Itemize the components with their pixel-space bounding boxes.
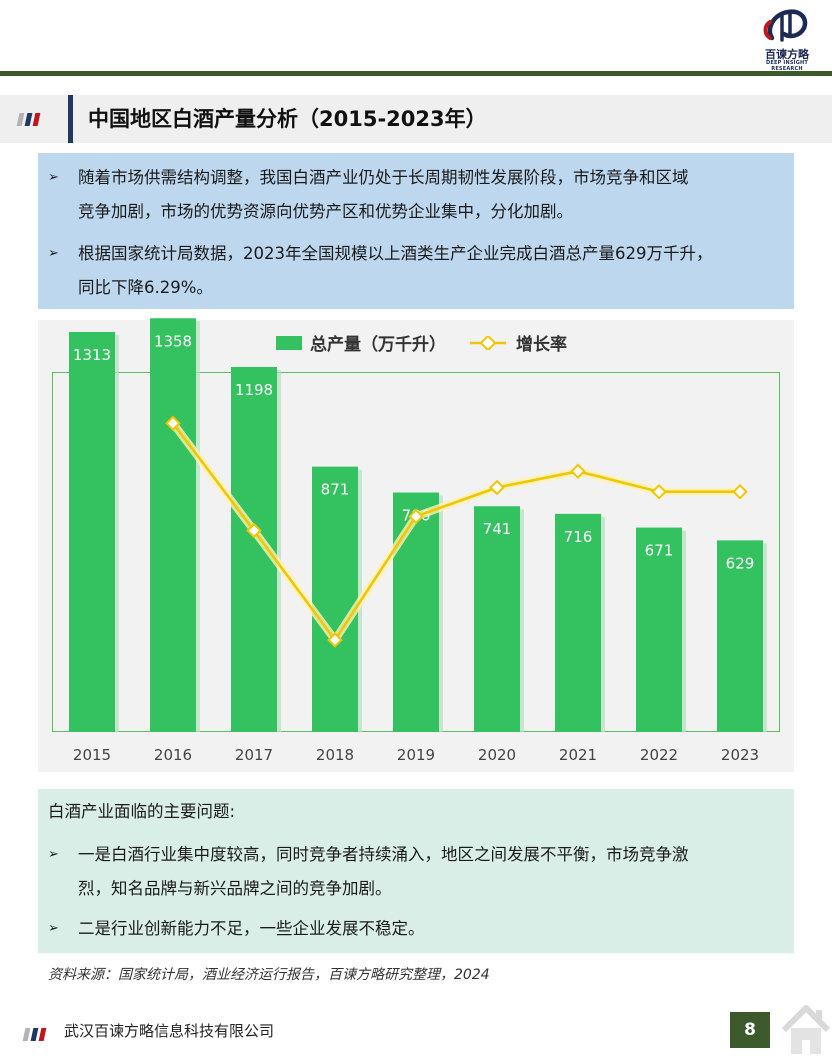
growth-point-2021 [570, 463, 586, 480]
growth-point-2017 [246, 522, 262, 539]
bar-2020 [474, 506, 520, 732]
page-title: 中国地区白酒产量分析（2015-2023年） [88, 107, 487, 131]
x-tick-2018: 2018 [316, 746, 354, 764]
x-tick-2021: 2021 [559, 746, 597, 764]
issues-heading: 白酒产业面临的主要问题: [48, 802, 236, 821]
legend-line-swatch [470, 335, 506, 350]
bar-label-2016: 1358 [154, 332, 192, 350]
summary-bullet-2-line1: 根据国家统计局数据，2023年全国规模以上酒类生产企业完成白酒总产量629万千升… [78, 244, 713, 263]
issues-bullet-2-line1: 二是行业创新能力不足，一些企业发展不稳定。 [78, 919, 425, 938]
growth-rate-line [171, 422, 740, 642]
bar-2021 [555, 513, 601, 732]
x-tick-2019: 2019 [397, 746, 435, 764]
title-banner [0, 95, 832, 143]
title-accent-bar [68, 95, 73, 143]
summary-bullet-2: ➢ 根据国家统计局数据，2023年全国规模以上酒类生产企业完成白酒总产量629万… [48, 237, 794, 305]
bar-label-2022: 671 [645, 542, 674, 560]
footer-tricolor-flag-icon [22, 1028, 47, 1041]
issues-bullet-1-line2: 烈，知名品牌与新兴品牌之间的竞争加剧。 [78, 879, 392, 898]
summary-bullet-1-line1: 随着市场供需结构调整，我国白酒产业仍处于长周期韧性发展阶段，市场竞争和区域 [78, 168, 689, 187]
brand-tagline: DEEP INSIGHT RESEARCH [766, 60, 808, 72]
summary-bullet-2-line2: 同比下降6.29%。 [78, 278, 213, 297]
arrow-bullet-icon: ➢ [48, 847, 59, 862]
x-tick-2020: 2020 [478, 746, 516, 764]
x-tick-2016: 2016 [154, 746, 192, 764]
legend-line-label: 增长率 [516, 335, 567, 355]
growth-point-2023 [732, 483, 748, 500]
growth-point-2022 [651, 483, 667, 500]
summary-bullet-1-line2: 竞争加剧，市场的优势资源向优势产区和优势企业集中，分化加剧。 [78, 202, 573, 221]
x-tick-2022: 2022 [640, 746, 678, 764]
growth-point-2018 [327, 632, 343, 648]
issues-panel [38, 789, 794, 953]
bar-label-2015: 1313 [73, 346, 111, 364]
growth-point-2020 [489, 479, 505, 496]
issues-bullet-1: ➢ 一是白酒行业集中度较高，同时竞争者持续涌入，地区之间发展不平衡，市场竞争激 … [48, 838, 794, 906]
bar-2019 [393, 492, 439, 732]
home-icon[interactable] [780, 998, 832, 1058]
x-tick-2015: 2015 [73, 746, 111, 764]
x-tick-2017: 2017 [235, 746, 273, 764]
page-number: 8 [730, 1012, 770, 1048]
bar-label-2021: 716 [564, 528, 593, 546]
brand-name: 百谏方略 [765, 48, 809, 61]
company-logo [763, 9, 808, 42]
bar-2015 [69, 331, 115, 732]
growth-point-2019 [408, 508, 424, 525]
arrow-bullet-icon: ➢ [48, 170, 59, 185]
legend-bar-label: 总产量（万千升） [310, 335, 446, 355]
issues-bullet-2: ➢ 二是行业创新能力不足，一些企业发展不稳定。 [48, 912, 794, 946]
bar-label-2018: 871 [321, 481, 350, 499]
summary-panel [38, 153, 794, 309]
header-divider [0, 71, 832, 76]
legend-bar-swatch [276, 335, 302, 350]
arrow-bullet-icon: ➢ [48, 921, 59, 936]
bar-label-2020: 741 [483, 520, 512, 538]
bar-2022 [636, 527, 682, 732]
bar-label-2017: 1198 [235, 381, 273, 399]
bar-2023 [717, 540, 763, 732]
chart-legend: 总产量（万千升） 增长率 [276, 330, 567, 355]
bar-label-2023: 629 [726, 554, 755, 572]
source-note: 资料来源：国家统计局，酒业经济运行报告，百谏方略研究整理，2024 [48, 967, 490, 983]
issues-bullet-1-line1: 一是白酒行业集中度较高，同时竞争者持续涌入，地区之间发展不平衡，市场竞争激 [78, 845, 689, 864]
bar-2018 [312, 466, 358, 732]
x-tick-2023: 2023 [721, 746, 759, 764]
bar-2016 [150, 318, 196, 732]
growth-point-2016 [165, 415, 181, 432]
arrow-bullet-icon: ➢ [48, 246, 59, 261]
summary-bullet-1: ➢ 随着市场供需结构调整，我国白酒产业仍处于长周期韧性发展阶段，市场竞争和区域 … [48, 161, 794, 229]
footer-company-name: 武汉百谏方略信息科技有限公司 [64, 1022, 275, 1040]
